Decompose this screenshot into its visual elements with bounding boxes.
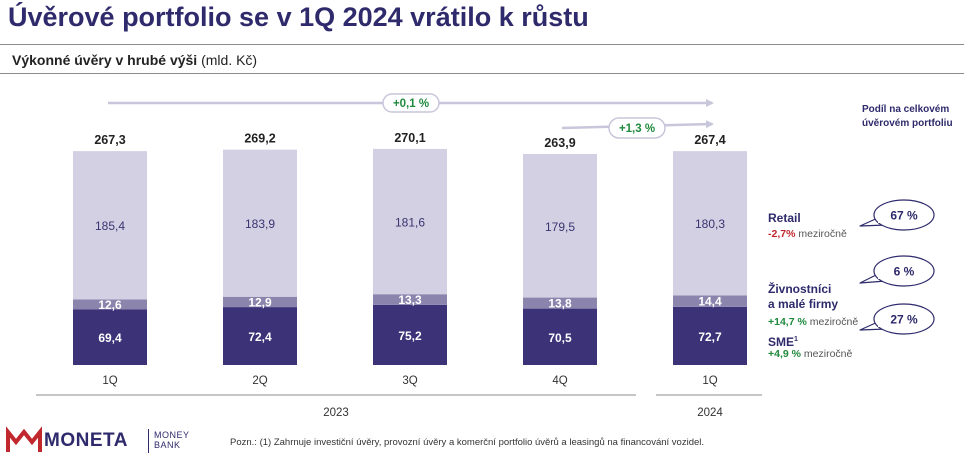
value-label-small-business-4: 13,8 xyxy=(548,297,572,311)
portfolio-share-heading-line1: Podíl na celkovém xyxy=(862,104,950,115)
portfolio-share-heading-line2: úvěrovém portfoliu xyxy=(862,118,953,129)
year-label-2024: 2024 xyxy=(697,407,723,419)
category-label-4: 4Q xyxy=(552,375,567,387)
title-divider xyxy=(0,44,964,45)
total-label-2: 269,2 xyxy=(244,132,275,146)
bar--ivnostn-ci-a-mal-firmy-2 xyxy=(223,296,297,308)
bar-sme-2 xyxy=(223,307,297,365)
total-label-1: 267,3 xyxy=(94,133,125,147)
legend-retail-change: -2,7% meziročně xyxy=(768,228,847,240)
share-bubble-joint-1 xyxy=(878,213,886,223)
bar--ivnostn-ci-a-mal-firmy-3 xyxy=(373,294,447,305)
bar-sme-5 xyxy=(673,306,747,365)
total-label-4: 263,9 xyxy=(544,136,575,150)
subtitle-bold: Výkonné úvěry v hrubé výši xyxy=(12,52,198,68)
brand-subtitle: MONEY BANK xyxy=(154,430,190,450)
brand-sub-line2: BANK xyxy=(154,440,181,450)
category-label-2: 2Q xyxy=(252,375,267,387)
bar-retail-3 xyxy=(373,148,447,295)
value-label-retail-2: 183,9 xyxy=(245,217,275,231)
value-label-retail-5: 180,3 xyxy=(695,217,725,231)
share-value-2: 6 % xyxy=(894,265,915,279)
portfolio-share-heading: Podíl na celkovém úvěrovém portfoliu xyxy=(862,103,953,131)
bar--ivnostn-ci-a-mal-firmy-4 xyxy=(523,297,597,309)
bar--ivnostn-ci-a-mal-firmy-5 xyxy=(673,295,747,307)
legend-small-business-name: Živnostníci a malé firmy xyxy=(768,282,838,312)
growth-badge-yoy xyxy=(382,93,440,113)
growth-label-qoq: +1,3 % xyxy=(619,123,655,135)
value-label-small-business-5: 14,4 xyxy=(698,295,722,309)
share-bubble-1 xyxy=(873,199,935,231)
brand-wordmark: MONETA xyxy=(44,430,128,451)
bar-sme-3 xyxy=(373,304,447,365)
category-label-1: 1Q xyxy=(102,375,117,387)
value-label-sme-5: 72,7 xyxy=(698,330,722,344)
share-value-3: 27 % xyxy=(890,313,918,327)
sme-change-value: +4,9 % xyxy=(768,348,801,360)
category-label-3: 3Q xyxy=(402,375,417,387)
legend-sme-change: +4,9 % meziročně xyxy=(768,348,852,360)
value-label-sme-3: 75,2 xyxy=(398,329,422,343)
sme-footnote-mark: 1 xyxy=(794,336,798,343)
sme-name: SME xyxy=(768,335,795,349)
page-title: Úvěrové portfolio se v 1Q 2024 vrátilo k… xyxy=(8,2,589,32)
bar-retail-1 xyxy=(73,151,147,300)
bar-retail-4 xyxy=(523,153,597,298)
subtitle-divider xyxy=(0,73,964,74)
brand-sub-line1: MONEY xyxy=(154,430,190,440)
value-label-retail-3: 181,6 xyxy=(395,216,425,230)
share-bubble-joint-2 xyxy=(878,269,886,279)
value-label-small-business-2: 12,9 xyxy=(248,295,272,309)
category-label-5: 1Q xyxy=(702,375,717,387)
year-label-2023: 2023 xyxy=(323,407,349,419)
bar-retail-5 xyxy=(673,151,747,296)
sme-change-suffix: meziročně xyxy=(800,348,853,360)
share-value-1: 67 % xyxy=(890,209,918,223)
brand-separator xyxy=(148,429,149,453)
value-label-retail-4: 179,5 xyxy=(545,220,575,234)
share-bubble-3 xyxy=(873,303,935,335)
small-business-change-suffix: meziročně xyxy=(806,316,859,328)
growth-label-yoy: +0,1 % xyxy=(393,98,429,110)
share-bubble-2 xyxy=(873,255,935,287)
small-business-name-line1: Živnostníci xyxy=(768,282,832,296)
growth-badge-qoq xyxy=(608,117,666,139)
bar-retail-2 xyxy=(223,149,297,297)
value-label-small-business-3: 13,3 xyxy=(398,293,422,307)
legend-retail-name: Retail xyxy=(768,211,801,225)
value-label-sme-2: 72,4 xyxy=(248,330,272,344)
retail-change-value: -2,7% xyxy=(768,228,796,240)
value-label-sme-4: 70,5 xyxy=(548,331,572,345)
legend-small-business-change: +14,7 % meziročně xyxy=(768,316,858,328)
bar--ivnostn-ci-a-mal-firmy-1 xyxy=(73,299,147,310)
value-label-sme-1: 69,4 xyxy=(98,331,122,345)
footnote: Pozn.: (1) Zahrnuje investiční úvěry, pr… xyxy=(230,437,705,448)
value-label-small-business-1: 12,6 xyxy=(98,298,122,312)
subtitle-unit: (mld. Kč) xyxy=(201,52,258,68)
legend-sme-name: SME1 xyxy=(768,332,798,350)
bar-sme-4 xyxy=(523,308,597,365)
moneta-logo-icon xyxy=(6,426,42,452)
bar-sme-1 xyxy=(73,309,147,365)
value-label-retail-1: 185,4 xyxy=(95,219,125,233)
retail-change-suffix: meziročně xyxy=(795,228,847,240)
total-label-5: 267,4 xyxy=(694,133,725,147)
total-label-3: 270,1 xyxy=(394,131,425,145)
small-business-change-value: +14,7 % xyxy=(768,316,807,328)
share-bubble-joint-3 xyxy=(878,317,886,327)
chart-subtitle: Výkonné úvěry v hrubé výši (mld. Kč) xyxy=(12,52,257,68)
small-business-name-line2: a malé firmy xyxy=(768,297,839,311)
